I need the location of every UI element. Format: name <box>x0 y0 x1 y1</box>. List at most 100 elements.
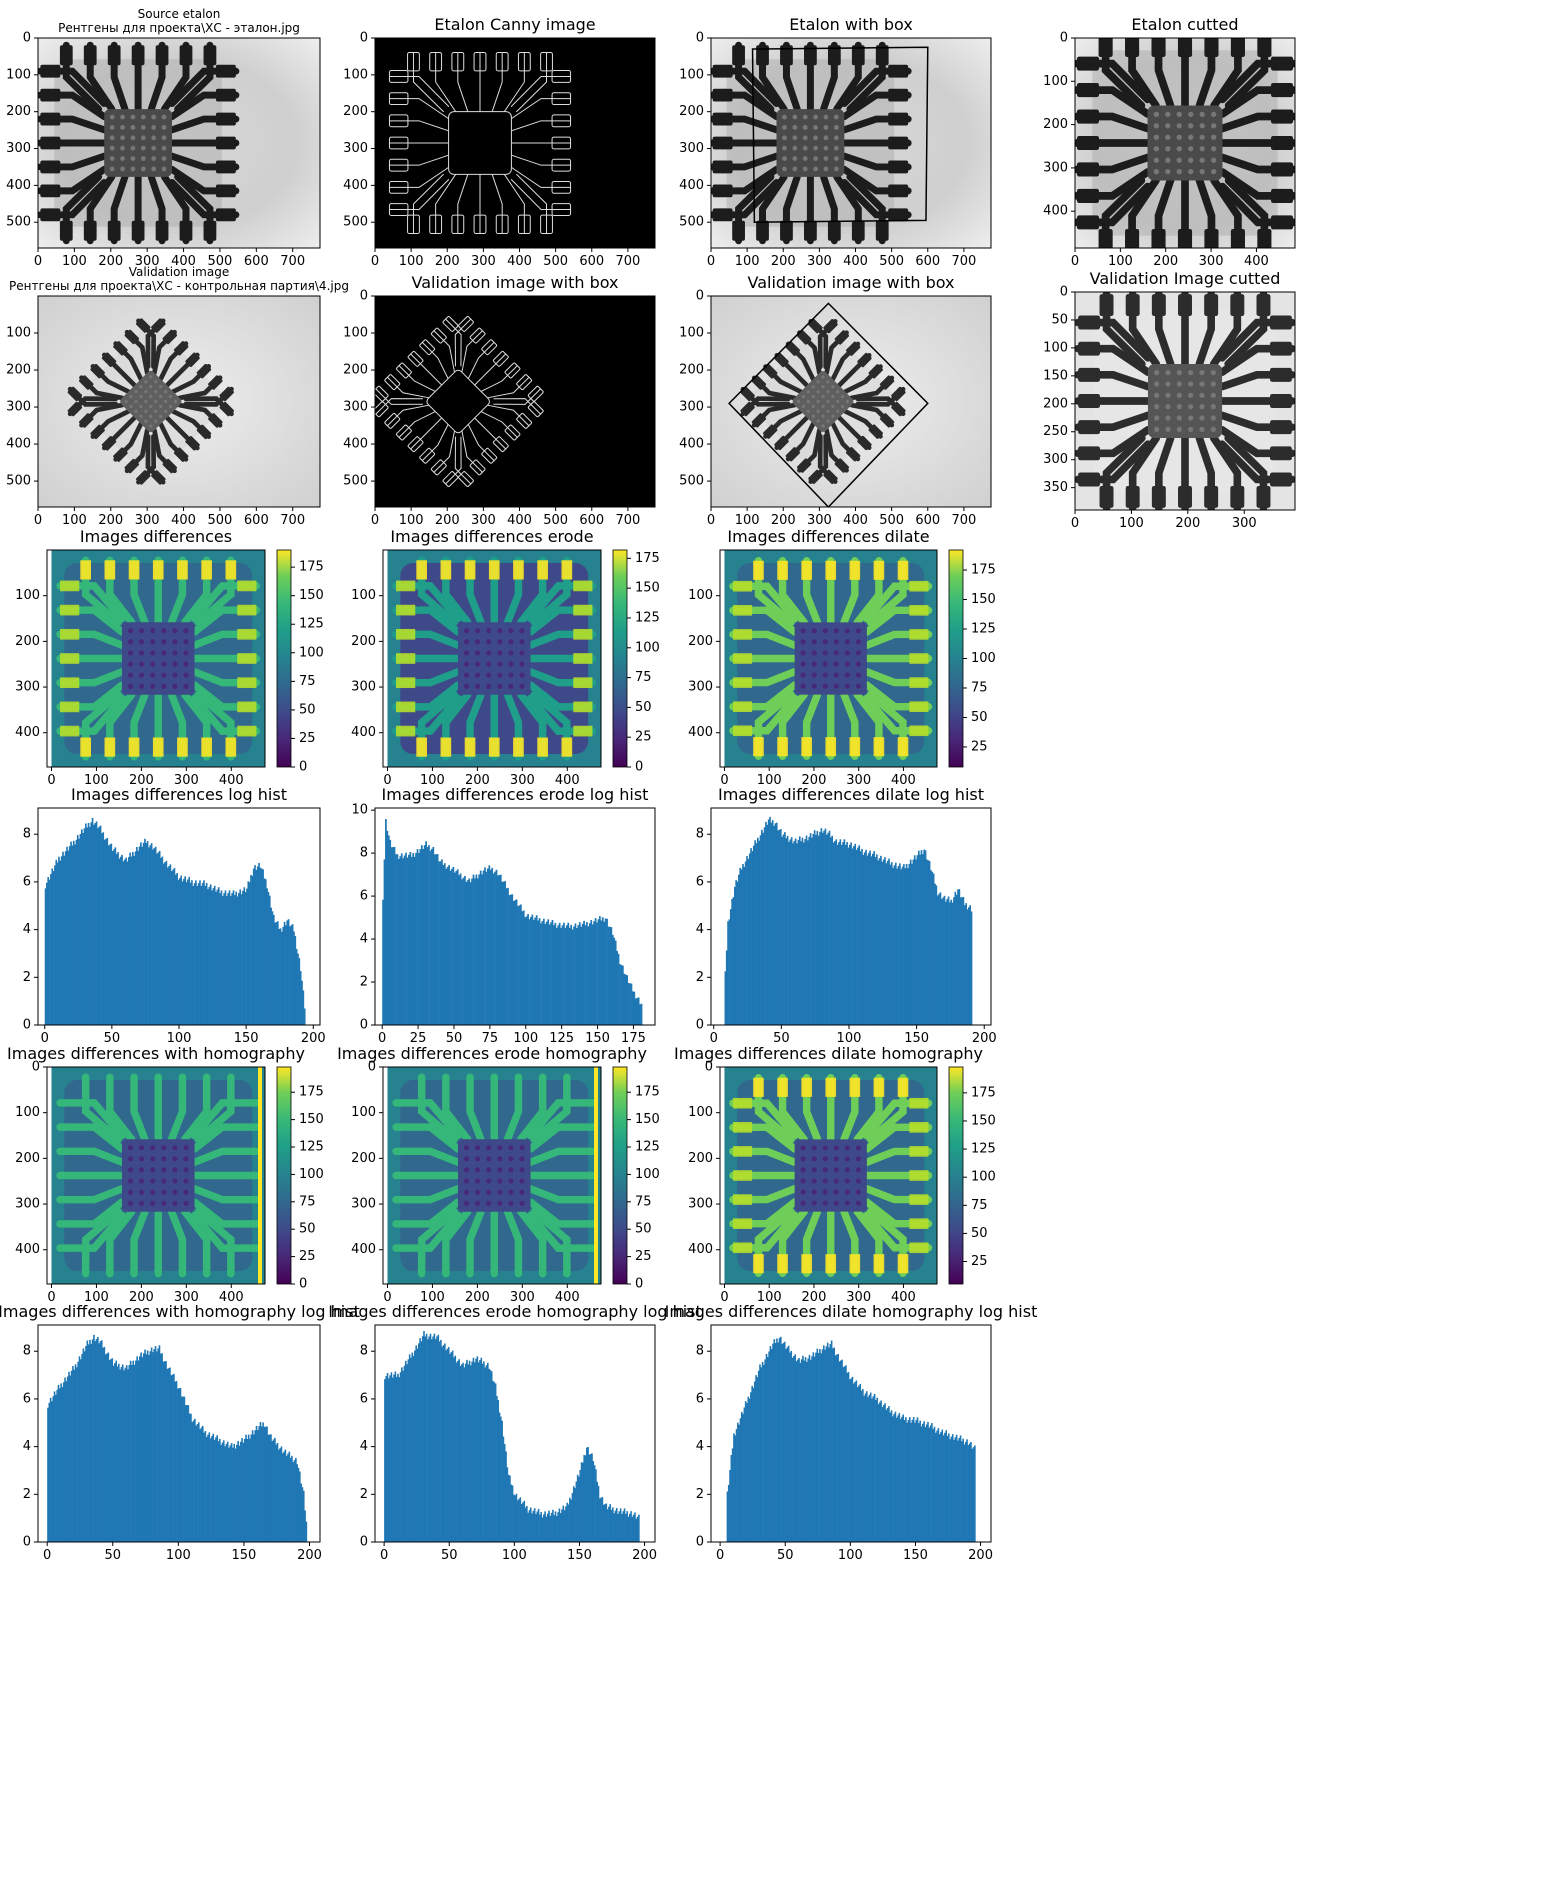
hist-bar <box>74 1364 77 1542</box>
hist-bar <box>966 1439 968 1542</box>
hist-bar <box>576 928 578 1025</box>
hist-bar <box>222 1440 225 1542</box>
hist-bar <box>470 1365 472 1542</box>
heat-ball <box>833 1145 839 1151</box>
heat-pad <box>753 737 764 757</box>
heat-lead <box>392 1099 462 1140</box>
heat-ball <box>811 661 817 667</box>
x-tick-label: 200 <box>98 513 123 528</box>
hist-bar <box>639 1004 641 1025</box>
panel-subtitle: Рентгены для проекта\ХС - эталон.jpg <box>58 21 300 35</box>
lead-pad <box>375 401 389 418</box>
hist-bar <box>82 832 84 1025</box>
heat-lead-group <box>753 690 909 760</box>
heat-ball <box>139 1178 145 1184</box>
hist-bar <box>156 853 158 1025</box>
hist-bar <box>256 866 259 1025</box>
hist-bar <box>141 1357 144 1542</box>
hist-bar <box>945 901 947 1025</box>
hist-bar <box>515 1493 518 1542</box>
heat-lead <box>392 1123 462 1153</box>
lead <box>388 179 450 211</box>
hist-bar <box>606 1509 609 1542</box>
ball <box>836 390 840 394</box>
hist-bar <box>972 1447 975 1542</box>
y-tick-label: 100 <box>6 67 31 82</box>
ball <box>821 385 825 389</box>
hist-bar <box>735 1429 738 1542</box>
heat-lead <box>466 1073 485 1143</box>
ball <box>831 404 835 409</box>
heat-ball <box>508 650 514 656</box>
lead-pad <box>517 51 531 72</box>
heat-lead <box>81 1073 123 1143</box>
hist-bar <box>179 878 181 1025</box>
ball <box>806 390 810 394</box>
x-tick-label: 100 <box>399 254 424 269</box>
hist-bar <box>240 894 243 1025</box>
heat-pad <box>732 1242 753 1254</box>
x-tick-label: 100 <box>735 513 760 528</box>
hist-bar <box>465 881 468 1025</box>
ball <box>823 135 829 141</box>
hist-bar <box>403 855 406 1025</box>
hist-bar <box>963 905 966 1025</box>
die <box>448 111 512 175</box>
lead <box>375 398 424 415</box>
lead-pad <box>101 436 117 451</box>
ball <box>1199 123 1205 129</box>
hist-bar <box>431 848 433 1025</box>
lead-pad <box>851 220 865 241</box>
x-tick-label: 100 <box>420 1290 445 1305</box>
lead-pad <box>67 401 83 417</box>
lead-pad <box>215 160 236 174</box>
colorbar-tick-label: 125 <box>299 1140 324 1155</box>
hist-bar <box>485 1365 488 1542</box>
hist-bar <box>532 919 535 1025</box>
lead <box>388 75 450 107</box>
hist-bar <box>233 1443 236 1542</box>
lead-pad <box>804 220 817 241</box>
hist-bar <box>100 1340 103 1542</box>
hist-bar <box>63 855 66 1025</box>
lead-pad <box>1270 472 1292 487</box>
y-tick-label: 500 <box>343 474 368 489</box>
lead-pad <box>1099 294 1114 316</box>
heat-ball <box>844 628 850 634</box>
heat-pad <box>396 701 416 713</box>
hist-bar <box>299 971 302 1025</box>
lead-group <box>454 316 544 405</box>
ball <box>1154 426 1160 432</box>
hist-bar <box>926 859 928 1025</box>
hist-bar <box>955 894 958 1025</box>
hist-bar <box>60 856 63 1025</box>
lead-pad <box>113 447 128 462</box>
heat-ball <box>519 683 525 689</box>
hist-bar <box>636 997 639 1025</box>
hist-bar <box>234 895 236 1025</box>
heat-ball <box>800 1156 806 1162</box>
lead-pad <box>101 352 117 367</box>
hist-bar <box>297 953 299 1025</box>
hist-bar <box>786 835 789 1025</box>
hist-bar <box>752 1387 755 1542</box>
hist-bar <box>226 1441 229 1542</box>
lead-pad <box>1078 315 1100 330</box>
hist-bar <box>842 842 844 1025</box>
heat-ball <box>150 672 156 678</box>
hist-bar <box>602 1504 605 1542</box>
lead <box>493 388 542 405</box>
axes-frame <box>374 37 656 249</box>
hist-bar <box>207 889 209 1025</box>
hist-bar <box>544 1511 546 1542</box>
y-tick-label: 100 <box>15 1105 40 1120</box>
lead <box>491 51 503 113</box>
hist-bar <box>812 1352 815 1542</box>
hist-bar <box>944 1432 946 1542</box>
hist-bar <box>813 1356 816 1542</box>
hist-bar <box>781 1344 783 1542</box>
x-tick-label: 300 <box>174 773 199 788</box>
ball <box>151 114 157 120</box>
hist-bar <box>263 878 266 1025</box>
